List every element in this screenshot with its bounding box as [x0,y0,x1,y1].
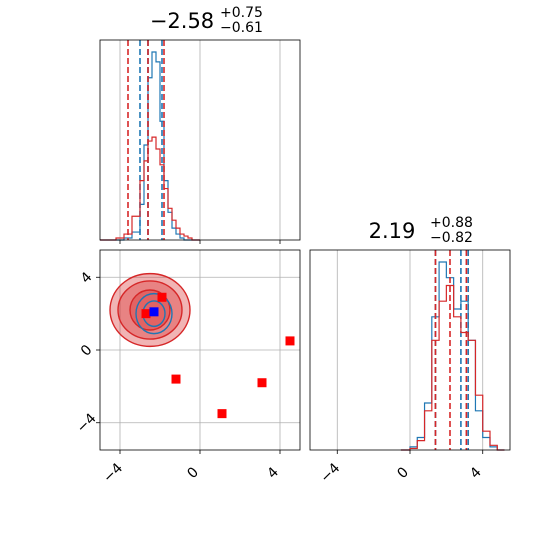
marker-0 [157,292,167,302]
right-hist-title-plus: +0.88 [430,215,473,231]
scatter-ytick-label-1: 0 [78,342,96,360]
marker-2 [171,374,181,384]
scatter-ytick-label-0: −4 [74,410,100,436]
top-hist-title-minus: −0.61 [220,20,263,36]
marker-3 [217,409,227,419]
top-hist-title-plus: +0.75 [220,5,263,21]
marker-4 [257,378,267,388]
right-hist-hist-series-1 [400,284,505,451]
top-hist-hist-series-1 [100,136,200,241]
scatter-xtick-label-0: −4 [100,460,126,486]
marker-5 [285,336,295,346]
right-hist-title-minus: −0.82 [430,230,473,246]
right-hist-xtick-label-2: 4 [467,464,485,482]
marker-6 [149,307,159,317]
right-hist-hist-series-0 [400,261,505,451]
right-hist-xtick-label-1: 0 [394,464,412,482]
contour-3 [135,292,173,335]
scatter-ytick-label-2: 4 [78,269,96,287]
right-hist-xtick-label-0: −4 [317,460,343,486]
marker-1 [141,309,151,319]
scatter-xtick-label-2: 4 [264,464,282,482]
scatter-xtick-label-1: 0 [184,464,202,482]
top-hist-hist-series-0 [100,51,200,241]
right-hist-title: 2.19 [369,219,416,243]
top-hist-title: −2.58 [150,9,214,33]
